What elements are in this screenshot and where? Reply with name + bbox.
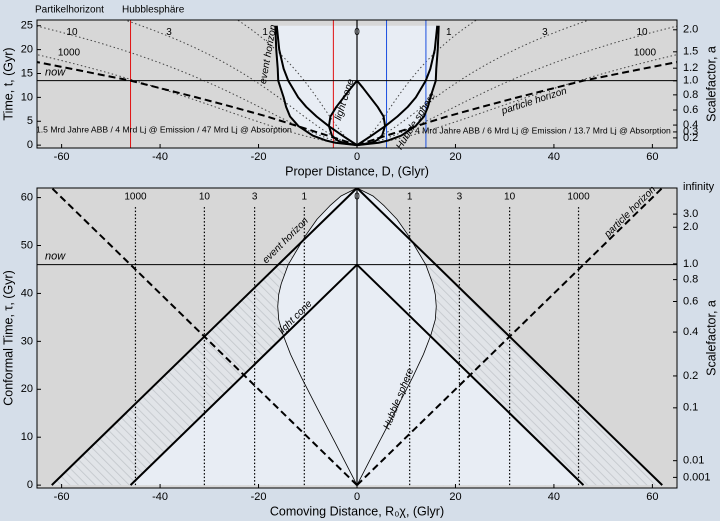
worldline-label: 0 bbox=[354, 27, 360, 38]
heading: Hubblesphäre bbox=[122, 5, 185, 16]
y-tick-label: 10 bbox=[21, 91, 33, 103]
y2-tick-label: 2.0 bbox=[683, 24, 698, 36]
y2-tick-label: 0.3 bbox=[683, 126, 698, 138]
y-axis-title: Conformal Time, τ, (Gyr) bbox=[1, 270, 15, 406]
y2-axis-title: Scalefactor, a bbox=[704, 300, 718, 376]
y-tick-label: 50 bbox=[21, 239, 33, 251]
series-line bbox=[51, 188, 358, 486]
series-line bbox=[356, 188, 663, 486]
worldline bbox=[237, 20, 357, 146]
series-line bbox=[275, 25, 358, 146]
y2-tick-label: 1.0 bbox=[683, 258, 698, 270]
worldline-label: 1 bbox=[407, 191, 413, 202]
y-tick-label: 20 bbox=[21, 383, 33, 395]
worldline-label: 3 bbox=[542, 27, 548, 38]
y2-tick-label: 0.001 bbox=[683, 471, 711, 483]
x-tick-label: 40 bbox=[548, 491, 560, 503]
note: 1.5 Mrd Jahre ABB / 4 Mrd Lj @ Emission … bbox=[36, 124, 292, 134]
x-axis-title: Proper Distance, D, (Glyr) bbox=[285, 164, 429, 178]
x-tick-label: 40 bbox=[548, 151, 560, 163]
worldline bbox=[357, 20, 477, 146]
y2-tick-label: 0.01 bbox=[683, 455, 704, 467]
y-tick-label: 60 bbox=[21, 191, 33, 203]
x-tick-label: -20 bbox=[251, 151, 267, 163]
now-label: now bbox=[45, 251, 66, 263]
plot-layer bbox=[37, 188, 677, 486]
y-axis-title: Time, t, (Gyr) bbox=[1, 47, 15, 120]
worldline-label: 10 bbox=[636, 27, 648, 38]
x-tick-label: -40 bbox=[152, 151, 168, 163]
y2-axis-title: Scalefactor, a bbox=[704, 46, 718, 122]
x-tick-label: 20 bbox=[449, 151, 461, 163]
y2-tick-label: 0.4 bbox=[683, 119, 698, 131]
worldline-label: 3 bbox=[252, 191, 258, 202]
y-tick-label: 0 bbox=[27, 479, 33, 491]
series-line bbox=[277, 188, 358, 486]
y2-tick-label: 1.2 bbox=[683, 62, 698, 74]
series-line bbox=[356, 188, 437, 486]
x-tick-label: 0 bbox=[354, 151, 360, 163]
worldline-label: 1 bbox=[302, 191, 308, 202]
x-tick-label: 0 bbox=[354, 491, 360, 503]
series-line bbox=[327, 80, 358, 147]
worldline-label: 10 bbox=[199, 191, 211, 202]
y2-tick-label: 0.2 bbox=[683, 370, 698, 382]
x-tick-label: 20 bbox=[449, 491, 461, 503]
x-tick-label: -60 bbox=[54, 151, 70, 163]
y2-tick-label: 0.8 bbox=[683, 274, 698, 286]
worldline-label: 1000 bbox=[567, 191, 590, 202]
y-tick-label: 15 bbox=[21, 67, 33, 79]
y-tick-label: 25 bbox=[21, 20, 33, 32]
y-tick-label: 40 bbox=[21, 287, 33, 299]
y2-tick-label: 3.0 bbox=[683, 208, 698, 220]
now-label: now bbox=[45, 67, 66, 79]
y2-tick-label: 0.4 bbox=[683, 326, 698, 338]
y2-tick-label: 0.1 bbox=[683, 402, 698, 414]
plot-layer bbox=[37, 20, 677, 148]
series-line bbox=[356, 80, 387, 147]
y2-tick-label: 1.0 bbox=[683, 75, 698, 87]
worldline-label: 3 bbox=[457, 191, 463, 202]
series-line bbox=[356, 61, 677, 147]
series-line bbox=[356, 25, 440, 147]
y-tick-label: 0 bbox=[27, 139, 33, 151]
worldline-label: 0 bbox=[354, 191, 360, 202]
x-tick-label: 60 bbox=[646, 491, 658, 503]
worldline-label: 3 bbox=[166, 27, 172, 38]
x-tick-label: 60 bbox=[646, 151, 658, 163]
worldline-label: 10 bbox=[66, 27, 78, 38]
x-axis-title: Comoving Distance, R₀χ, (Glyr) bbox=[270, 504, 444, 518]
worldline-label: 1 bbox=[446, 27, 452, 38]
y2-tick-label: 0.8 bbox=[683, 89, 698, 101]
worldline-label: 1000 bbox=[634, 48, 657, 59]
heading: Partikelhorizont bbox=[35, 5, 104, 16]
y2-tick-label: 0.6 bbox=[683, 295, 698, 307]
worldline-label: 1000 bbox=[58, 48, 81, 59]
y-tick-label: 5 bbox=[27, 115, 33, 127]
series-line bbox=[356, 25, 439, 146]
worldline-label: 1000 bbox=[124, 191, 147, 202]
y-tick-label: 30 bbox=[21, 335, 33, 347]
y2-tick-label: 1.5 bbox=[683, 46, 698, 58]
x-tick-label: -20 bbox=[251, 491, 267, 503]
y-tick-label: 10 bbox=[21, 431, 33, 443]
note: 4 Mrd Jahre ABB / 6 Mrd Lj @ Emission / … bbox=[415, 125, 671, 135]
x-tick-label: -60 bbox=[54, 491, 70, 503]
worldline-label: 10 bbox=[504, 191, 516, 202]
x-tick-label: -40 bbox=[152, 491, 168, 503]
worldline-label: 1 bbox=[262, 27, 268, 38]
series-line bbox=[274, 25, 358, 147]
y2-tick-label: 2.0 bbox=[683, 221, 698, 233]
series-line bbox=[37, 61, 358, 147]
y2-tick-label: 0.6 bbox=[683, 104, 698, 116]
y2-tick-label: 0.2 bbox=[683, 132, 698, 144]
y2-tick-label: infinity bbox=[683, 181, 715, 193]
y-tick-label: 20 bbox=[21, 44, 33, 56]
